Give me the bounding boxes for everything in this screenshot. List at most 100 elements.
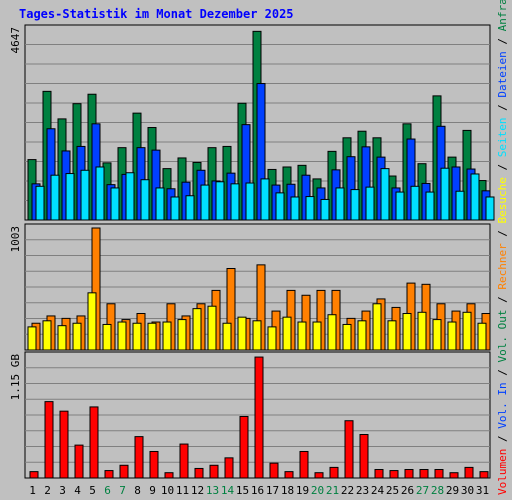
bar-besuche-day-27	[417, 311, 427, 351]
x-tick-label-day-12: 12	[191, 484, 204, 497]
x-tick-label-day-2: 2	[44, 484, 51, 497]
bar-seiten-day-1	[35, 185, 45, 221]
bar-besuche-day-11	[177, 319, 187, 351]
bar-seiten-day-14	[230, 183, 240, 221]
bar-volumen-day-23	[359, 434, 369, 479]
legend-separator: /	[496, 223, 509, 243]
bar-seiten-day-24	[380, 168, 390, 221]
x-tick-label-day-1: 1	[29, 484, 36, 497]
bar-seiten-day-2	[50, 174, 60, 221]
bar-seiten-day-7	[125, 172, 135, 221]
bar-besuche-day-30	[462, 311, 472, 351]
bar-seiten-day-29	[455, 190, 465, 221]
x-tick-label-day-23: 23	[356, 484, 369, 497]
bar-besuche-day-13	[207, 305, 217, 351]
bar-besuche-day-12	[192, 308, 202, 351]
bar-besuche-day-7	[117, 321, 127, 351]
bar-seiten-day-20	[320, 198, 330, 221]
chart-title: Tages-Statistik im Monat Dezember 2025	[19, 7, 294, 21]
x-tick-label-day-19: 19	[296, 484, 309, 497]
bar-seiten-day-25	[395, 191, 405, 221]
x-tick-label-day-8: 8	[134, 484, 141, 497]
bar-besuche-day-28	[432, 319, 442, 351]
x-tick-label-day-14: 14	[221, 484, 235, 497]
bar-volumen-day-2	[44, 401, 54, 479]
bar-seiten-day-28	[440, 167, 450, 221]
bar-besuche-day-6	[102, 323, 112, 351]
bar-besuche-day-26	[402, 313, 412, 351]
bar-besuche-day-22	[342, 323, 352, 351]
bar-volumen-day-9	[149, 450, 159, 479]
legend-entry: Vol. Out	[496, 310, 509, 363]
bar-volumen-day-22	[344, 420, 354, 479]
legend-entry: Dateien	[496, 51, 509, 97]
bar-besuche-day-17	[267, 326, 277, 351]
bar-seiten-day-3	[65, 173, 75, 221]
right-axis-legend: Volumen / Vol. In / Vol. Out / Rechner /…	[496, 0, 509, 495]
x-tick-label-day-16: 16	[251, 484, 264, 497]
bar-volumen-day-16	[254, 356, 264, 479]
legend-separator: /	[496, 363, 509, 383]
legend-separator: /	[496, 429, 509, 449]
x-tick-label-day-6: 6	[104, 484, 111, 497]
bar-volumen-day-21	[329, 466, 339, 479]
bar-besuche-day-24	[372, 303, 382, 351]
legend-separator: /	[496, 290, 509, 310]
bar-besuche-day-9	[147, 322, 157, 351]
bar-volumen-day-29	[449, 472, 459, 479]
bar-seiten-day-5	[95, 166, 105, 221]
bar-volumen-day-8	[134, 436, 144, 479]
x-tick-label-day-20: 20	[311, 484, 324, 497]
bar-seiten-day-22	[350, 189, 360, 221]
bar-volumen-day-25	[389, 470, 399, 479]
bar-volumen-day-27	[419, 469, 429, 479]
bar-besuche-day-8	[132, 322, 142, 351]
bar-besuche-day-19	[297, 321, 307, 351]
bar-besuche-day-16	[252, 320, 262, 351]
bar-seiten-day-9	[155, 187, 165, 221]
bar-besuche-day-25	[387, 320, 397, 351]
max-label-volume: 1.15 GB	[9, 354, 22, 401]
bar-seiten-day-4	[80, 169, 90, 221]
bar-besuche-day-5	[87, 292, 97, 351]
bar-besuche-day-31	[477, 322, 487, 351]
bar-besuche-day-10	[162, 321, 172, 351]
legend-separator: /	[496, 31, 509, 51]
bar-volumen-day-18	[284, 471, 294, 479]
bar-volumen-day-5	[89, 406, 99, 479]
bar-volumen-day-13	[209, 464, 219, 479]
bar-seiten-day-31	[485, 196, 495, 221]
legend-entry: Anfragen	[496, 0, 509, 31]
bar-seiten-day-26	[410, 185, 420, 221]
x-tick-label-day-10: 10	[161, 484, 174, 497]
bar-seiten-day-8	[140, 179, 150, 221]
legend-entry: Rechner	[496, 243, 509, 290]
x-tick-label-day-7: 7	[119, 484, 126, 497]
bar-volumen-day-12	[194, 467, 204, 479]
bar-seiten-day-18	[290, 196, 300, 221]
bar-besuche-day-4	[72, 322, 82, 351]
bar-seiten-day-23	[365, 186, 375, 221]
x-tick-label-day-31: 31	[476, 484, 489, 497]
bar-volumen-day-10	[164, 472, 174, 479]
bar-besuche-day-29	[447, 321, 457, 351]
legend-entry: Vol. In	[496, 382, 509, 428]
legend-separator: /	[496, 157, 509, 177]
bar-seiten-day-10	[170, 196, 180, 221]
x-tick-label-day-5: 5	[89, 484, 96, 497]
x-tick-label-day-9: 9	[149, 484, 156, 497]
bar-volumen-day-24	[374, 469, 384, 479]
bar-seiten-day-6	[110, 187, 120, 221]
x-tick-label-day-30: 30	[461, 484, 474, 497]
bar-seiten-day-21	[335, 187, 345, 221]
x-tick-label-day-24: 24	[371, 484, 385, 497]
x-tick-label-day-22: 22	[341, 484, 354, 497]
bar-seiten-day-16	[260, 178, 270, 221]
bar-besuche-day-21	[327, 314, 337, 351]
bar-volumen-day-30	[464, 466, 474, 479]
x-tick-label-day-13: 13	[206, 484, 219, 497]
max-label-visits: 1003	[9, 226, 22, 253]
bar-volumen-day-17	[269, 462, 279, 479]
